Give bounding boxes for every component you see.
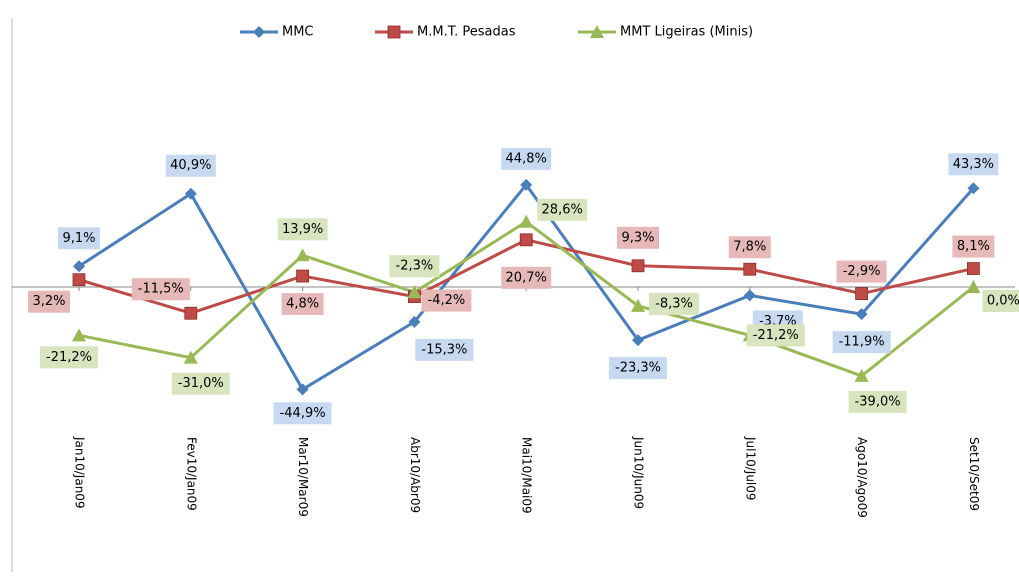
data-point: [632, 334, 644, 347]
data-label: 40,9%: [170, 158, 211, 173]
data-label: 9,1%: [62, 231, 95, 246]
data-label-box: [982, 290, 1019, 312]
x-tick-label: Set10/Set09: [967, 437, 981, 511]
data-label-box: [273, 402, 332, 425]
data-label-box: [501, 266, 552, 289]
data-point: [743, 262, 757, 276]
data-label-box: [171, 372, 230, 395]
data-point: [520, 178, 533, 191]
data-point: [407, 285, 422, 299]
data-label-box: [952, 235, 995, 258]
data-label: -23,3%: [615, 361, 661, 376]
legend-marker: [253, 26, 265, 38]
data-point: [966, 280, 981, 293]
legend-marker: [387, 25, 401, 39]
data-label-box: [617, 226, 659, 249]
data-label: 4,8%: [286, 297, 319, 312]
data-point: [631, 259, 645, 273]
data-label: -39,0%: [855, 394, 901, 409]
data-label-box: [58, 227, 100, 250]
data-label-box: [609, 357, 667, 380]
legend-label: MMC: [282, 25, 314, 40]
data-label: -44,9%: [280, 406, 326, 421]
data-label-box: [281, 293, 324, 316]
data-point: [408, 315, 421, 328]
data-point: [72, 273, 86, 287]
data-label-box: [501, 147, 552, 170]
data-label: 8,1%: [957, 239, 990, 254]
data-point: [184, 187, 197, 200]
data-label: -15,3%: [421, 342, 467, 357]
data-label: -2,3%: [396, 259, 434, 274]
data-label: 3,2%: [32, 294, 65, 309]
data-label-box: [948, 153, 999, 176]
data-point: [854, 368, 869, 382]
data-label: -21,2%: [46, 350, 92, 365]
data-label-box: [389, 255, 440, 278]
x-tick-label: Mai10/Mai09: [520, 437, 534, 514]
data-label-box: [649, 292, 699, 315]
x-tick-label: Jun10/Jun09: [632, 436, 646, 509]
data-point: [295, 248, 310, 262]
data-label-box: [131, 278, 190, 301]
data-label: -8,3%: [655, 296, 693, 311]
data-label: 7,8%: [733, 240, 766, 255]
data-point: [631, 298, 645, 312]
data-label: 20,7%: [506, 270, 547, 285]
data-point: [967, 262, 980, 275]
data-label: -31,0%: [178, 376, 224, 391]
data-label-box: [277, 218, 328, 241]
data-point: [184, 306, 198, 320]
data-label-box: [836, 260, 887, 283]
data-label: 44,8%: [506, 151, 547, 166]
data-point: [73, 260, 85, 273]
data-label-box: [421, 289, 472, 312]
x-tick-label: Abr10/Abr09: [408, 437, 422, 513]
data-point: [743, 289, 756, 302]
legend-label: M.M.T. Pesadas: [417, 25, 516, 40]
data-label-box: [415, 338, 474, 361]
data-label: -21,2%: [753, 328, 799, 343]
x-tick-label: Jul10/Jul09: [743, 436, 757, 501]
legend-marker: [590, 25, 604, 38]
x-tick-label: Ago10/Ago09: [855, 437, 869, 518]
data-label-box: [537, 198, 588, 221]
data-point: [296, 269, 310, 283]
data-point: [967, 182, 980, 195]
x-tick-label: Mar10/Mar09: [296, 437, 310, 517]
data-label: 0,0%: [987, 294, 1019, 309]
data-label: 9,3%: [621, 230, 654, 245]
data-label-box: [848, 390, 907, 413]
data-point: [183, 350, 198, 364]
data-label: -4,2%: [428, 293, 466, 308]
data-point: [519, 214, 534, 228]
data-label-box: [728, 236, 771, 259]
data-label: -11,5%: [138, 282, 184, 297]
data-label: 28,6%: [542, 202, 583, 217]
data-label: -11,9%: [839, 335, 885, 350]
x-tick-label: Fev10/Jan09: [184, 437, 198, 511]
data-label: 13,9%: [282, 222, 323, 237]
data-point: [519, 233, 533, 247]
data-label-box: [28, 290, 70, 313]
data-label: -2,9%: [843, 264, 881, 279]
data-label-box: [165, 154, 216, 177]
data-point: [855, 308, 868, 321]
data-point: [855, 287, 868, 301]
data-label-box: [40, 346, 98, 369]
data-label-box: [746, 324, 805, 347]
data-label-box: [832, 331, 891, 354]
x-tick-label: Jan10/Jan09: [73, 436, 87, 509]
data-point: [296, 383, 309, 396]
legend-label: MMT Ligeiras (Minis): [620, 25, 753, 40]
data-point: [72, 328, 86, 342]
data-label: 43,3%: [953, 157, 994, 172]
